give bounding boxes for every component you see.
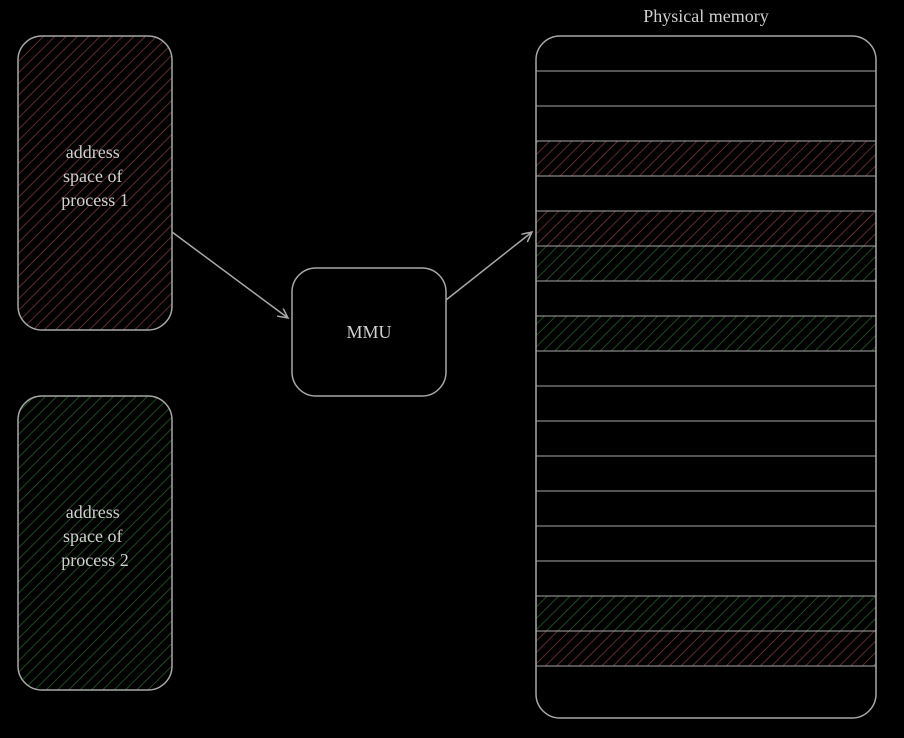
physmem-title: Physical memory	[643, 6, 768, 26]
physmem-slot	[536, 246, 876, 281]
mmu-label: MMU	[346, 322, 391, 342]
physmem-slot	[536, 211, 876, 246]
process2-box: address space of process 2	[18, 396, 172, 690]
process1-label: address space of process 1	[61, 142, 128, 210]
process2-label: address space of process 2	[61, 502, 128, 570]
physmem-slot	[536, 596, 876, 631]
mmu-box: MMU	[292, 268, 446, 396]
process1-box: address space of process 1	[18, 36, 172, 330]
physmem-slot	[536, 316, 876, 351]
mmu-diagram: address space of process 1 address space…	[0, 0, 904, 738]
physmem-slot	[536, 141, 876, 176]
arrow-proc1-to-mmu	[172, 232, 288, 318]
physmem-slot	[536, 631, 876, 666]
arrow-mmu-to-physmem	[446, 232, 532, 300]
physmem-box	[536, 36, 876, 718]
